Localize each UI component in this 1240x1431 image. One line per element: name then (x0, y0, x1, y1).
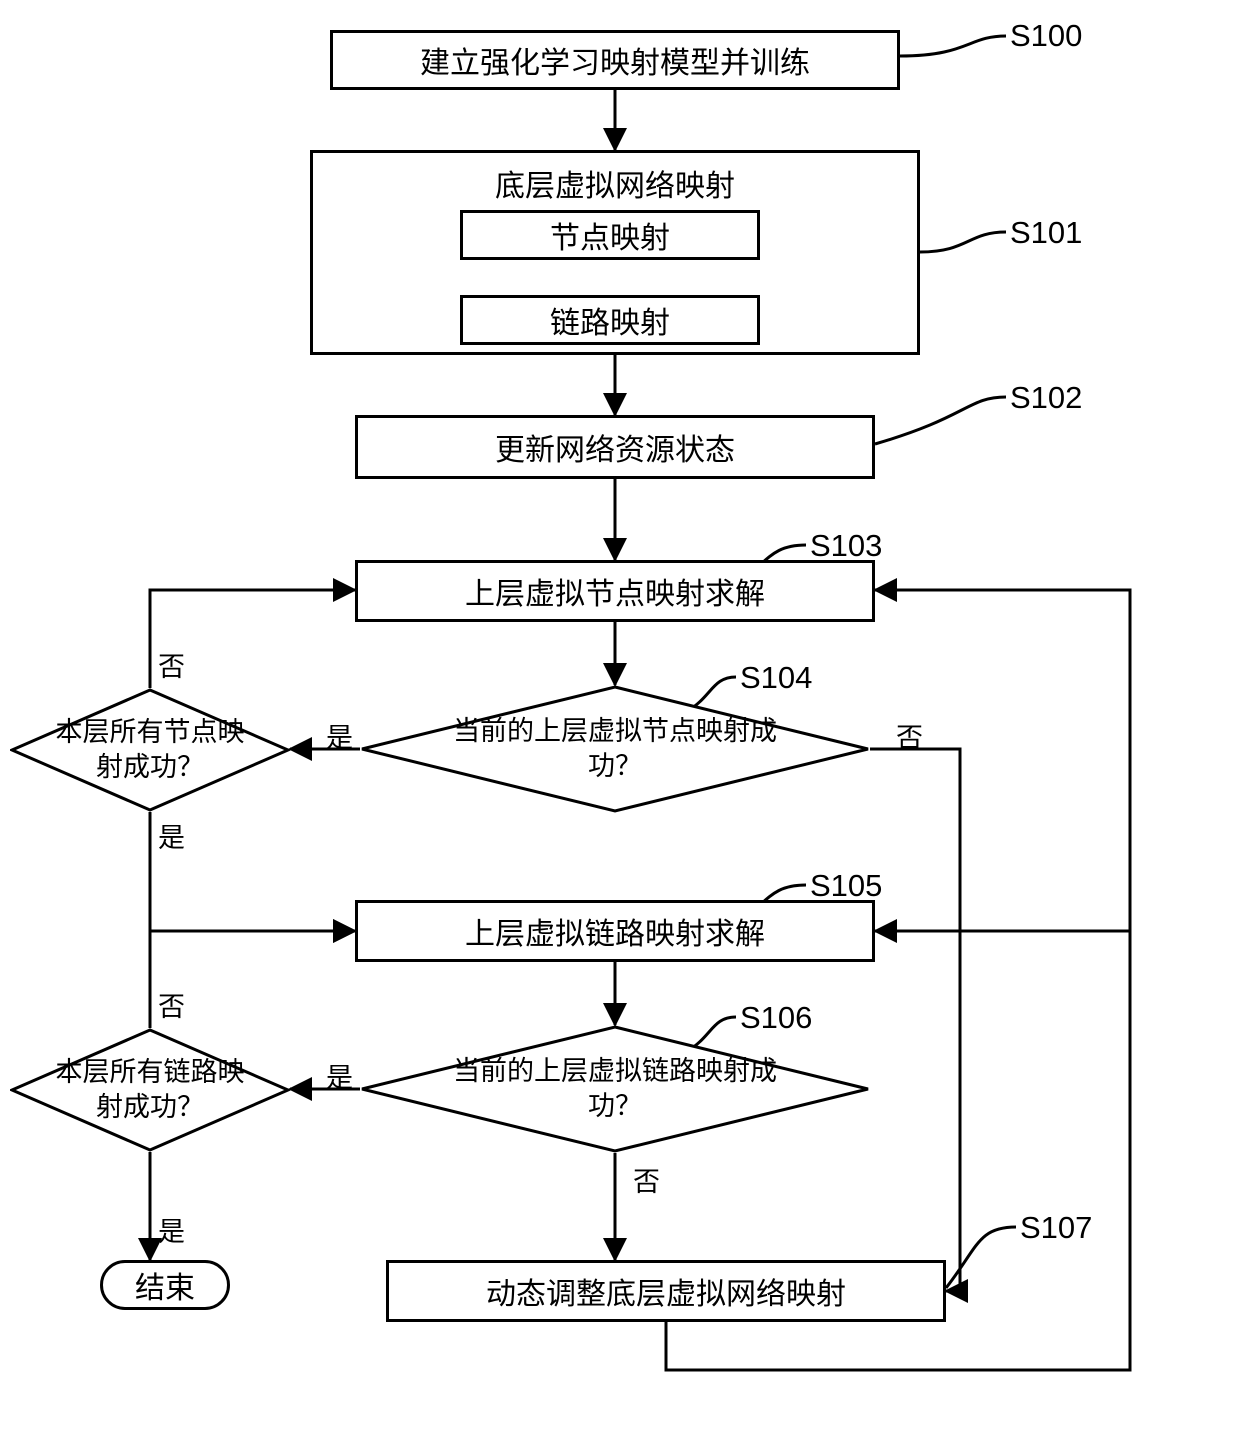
node-end: 结束 (100, 1260, 230, 1310)
edge-label-d1-yes: 是 (158, 816, 185, 855)
edge-label-d1-no: 否 (158, 645, 185, 684)
step-label-s103: S103 (810, 528, 882, 564)
flowchart-canvas: 建立强化学习映射模型并训练 S100 底层虚拟网络映射 节点映射 链路映射 S1… (0, 0, 1240, 1431)
step-label-s102: S102 (1010, 380, 1082, 416)
node-s101-label: 底层虚拟网络映射 (495, 161, 735, 205)
step-label-s104: S104 (740, 660, 812, 696)
node-s107-label: 动态调整底层虚拟网络映射 (486, 1269, 846, 1313)
node-end-label: 结束 (135, 1263, 195, 1307)
node-s102-label: 更新网络资源状态 (495, 425, 735, 469)
step-label-s107: S107 (1020, 1210, 1092, 1246)
node-s100-label: 建立强化学习映射模型并训练 (420, 38, 810, 82)
node-s101a-label: 节点映射 (550, 213, 670, 257)
node-s103: 上层虚拟节点映射求解 (355, 560, 875, 622)
edge-label-s106-no: 否 (633, 1160, 660, 1199)
edge-label-s104-yes: 是 (326, 716, 353, 755)
node-s104: 当前的上层虚拟节点映射成功？ (360, 685, 870, 813)
step-label-s106: S106 (740, 1000, 812, 1036)
step-label-s105: S105 (810, 868, 882, 904)
node-s106-label: 当前的上层虚拟链路映射成功？ (453, 1056, 777, 1121)
node-d1-label: 本层所有节点映射成功？ (56, 717, 245, 782)
node-d2: 本层所有链路映射成功？ (10, 1028, 290, 1152)
edge-label-d2-yes: 是 (158, 1210, 185, 1249)
node-s103-label: 上层虚拟节点映射求解 (465, 569, 765, 613)
node-s101a: 节点映射 (460, 210, 760, 260)
node-s107: 动态调整底层虚拟网络映射 (386, 1260, 946, 1322)
node-s100: 建立强化学习映射模型并训练 (330, 30, 900, 90)
node-s104-label: 当前的上层虚拟节点映射成功？ (453, 716, 777, 781)
node-s102: 更新网络资源状态 (355, 415, 875, 479)
node-s105-label: 上层虚拟链路映射求解 (465, 909, 765, 953)
node-d2-label: 本层所有链路映射成功？ (56, 1057, 245, 1122)
node-s106: 当前的上层虚拟链路映射成功？ (360, 1025, 870, 1153)
edge-label-d2-no: 否 (158, 985, 185, 1024)
node-d1: 本层所有节点映射成功？ (10, 688, 290, 812)
step-label-s101: S101 (1010, 215, 1082, 251)
edge-label-s104-no: 否 (896, 716, 923, 755)
node-s101b: 链路映射 (460, 295, 760, 345)
step-label-s100: S100 (1010, 18, 1082, 54)
node-s105: 上层虚拟链路映射求解 (355, 900, 875, 962)
node-s101b-label: 链路映射 (550, 298, 670, 342)
edge-label-s106-yes: 是 (326, 1056, 353, 1095)
